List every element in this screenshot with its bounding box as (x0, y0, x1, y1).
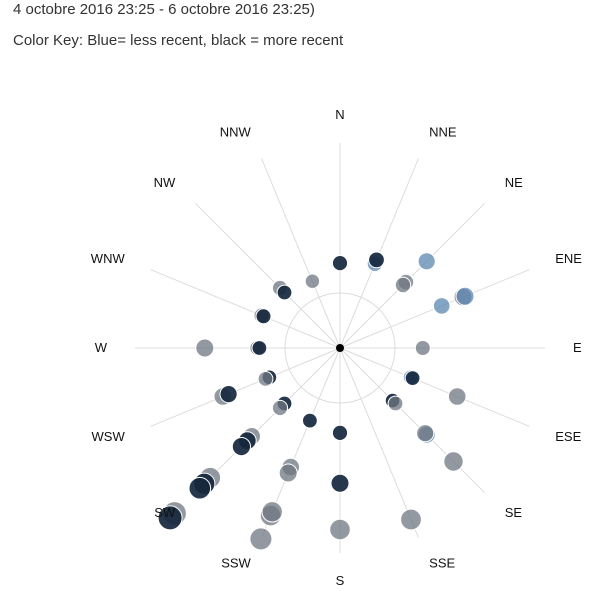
wind-point (330, 473, 350, 493)
wind-point (447, 387, 467, 406)
wind-point (331, 255, 349, 272)
wind-point (219, 385, 238, 404)
wind-point (404, 370, 421, 387)
spoke-sse (339, 347, 419, 538)
direction-label-wnw: WNW (91, 251, 126, 266)
direction-label-sw: SW (154, 505, 176, 520)
wind-point (417, 252, 436, 271)
direction-label-e: E (573, 340, 582, 355)
wind-point (394, 276, 412, 294)
direction-label-w: W (95, 340, 108, 355)
spoke-wnw (150, 269, 341, 349)
spoke-wsw (150, 347, 341, 427)
wind-point (304, 273, 321, 289)
wind-point (400, 508, 422, 531)
spoke-ese (339, 347, 530, 427)
direction-label-sse: SSE (429, 555, 455, 570)
direction-label-ene: ENE (555, 251, 582, 266)
wind-point (455, 286, 475, 306)
spoke-se (339, 347, 486, 494)
direction-label-ese: ESE (555, 429, 581, 444)
wind-point (195, 338, 215, 358)
direction-label-ne: NE (505, 175, 523, 190)
chart-period-line: 4 octobre 2016 23:25 - 6 octobre 2016 23… (13, 1, 315, 18)
point-layer (157, 251, 475, 551)
label-layer: N NNE NE ENE E ESE SE SSE S SSW SW WSW W WNW NW NNW (91, 107, 583, 588)
color-key-line: Color Key: Blue= less recent, black = mo… (13, 32, 344, 49)
direction-label-wsw: WSW (92, 429, 126, 444)
direction-label-nw: NW (154, 175, 176, 190)
direction-label-se: SE (505, 505, 523, 520)
wind-point (302, 412, 318, 429)
spoke-ne (339, 202, 486, 349)
wind-point (257, 371, 274, 387)
wind-point (443, 451, 464, 472)
wind-point (387, 395, 404, 412)
direction-label-n: N (335, 107, 344, 122)
wind-point (329, 518, 351, 541)
wind-point (157, 505, 183, 531)
wind-point (188, 476, 212, 500)
direction-label-s: S (336, 573, 345, 588)
wind-point (414, 340, 431, 356)
spoke-nw (194, 202, 341, 349)
wind-point (432, 297, 451, 315)
wind-point (231, 437, 251, 457)
wind-point (276, 284, 293, 301)
wind-point (416, 424, 435, 443)
wind-point (249, 527, 273, 551)
wind-point (271, 399, 289, 417)
spoke-nnw (261, 158, 341, 349)
direction-label-nnw: NNW (220, 125, 252, 140)
spoke-sw (194, 347, 341, 494)
center-dot (336, 344, 344, 352)
direction-label-nne: NNE (429, 125, 457, 140)
wind-point (278, 463, 298, 483)
wind-point (251, 340, 268, 356)
wind-point (261, 501, 283, 523)
wind-point (255, 308, 272, 325)
wind-point (331, 424, 349, 441)
wind-point (368, 251, 385, 269)
direction-label-ssw: SSW (221, 555, 251, 570)
